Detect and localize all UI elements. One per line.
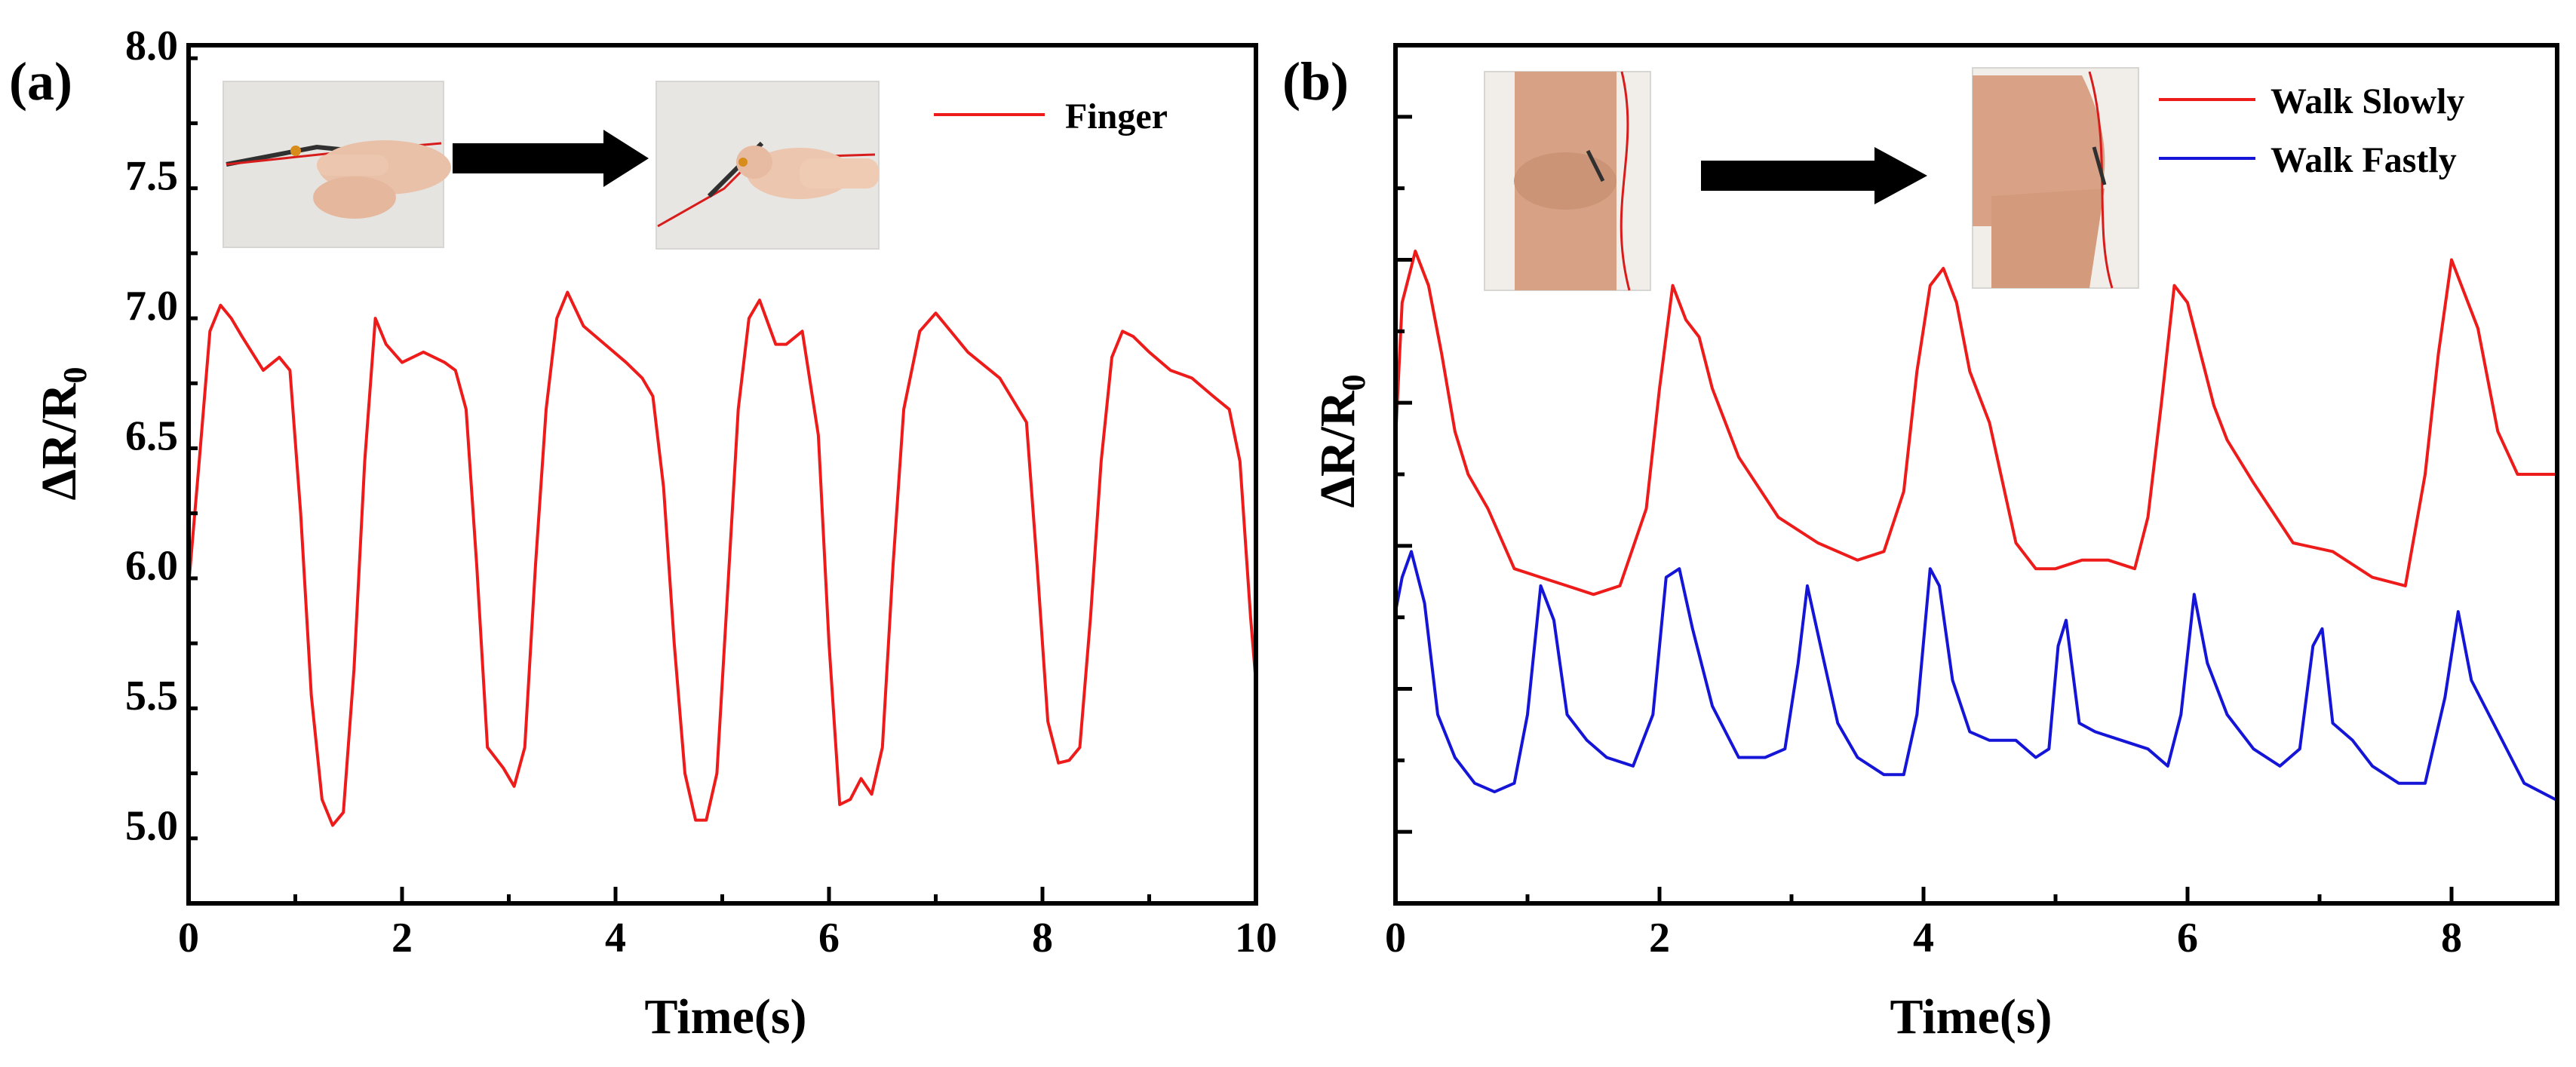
panel-b-y-title: ΔR/R0 xyxy=(1310,374,1372,507)
x-tick-label: 0 xyxy=(178,915,199,961)
arrow-b xyxy=(1701,147,1927,204)
panel-a-x-title: Time(s) xyxy=(644,989,806,1044)
panel-a-axes: 0 2 4 6 8 10 5.0 5.5 6.0 6.5 7.0 7.5 8.0 xyxy=(125,23,1277,961)
y-tick-label: 8.0 xyxy=(125,23,178,69)
panel-a-y-title-subscript: 0 xyxy=(57,366,94,383)
arrow-a xyxy=(453,130,649,187)
panel-a-chart: (a) Finger 0 2 4 6 8 105.05.56.06.57. xyxy=(9,23,1277,1044)
legend-a: Finger xyxy=(934,97,1168,136)
finger-bent-photo xyxy=(656,81,880,250)
x-tick-label: 6 xyxy=(2177,915,2198,961)
finger-series xyxy=(187,290,1257,827)
panel-b-chart: (b) Walk Slowly Walk Fastly 0 2 4 6 8 Time(s… xyxy=(1282,43,2559,1044)
y-tick-label: 6.5 xyxy=(125,412,178,459)
x-tick-label: 8 xyxy=(1032,915,1053,961)
x-tick-label: 8 xyxy=(2441,915,2462,961)
y-tick-label: 7.5 xyxy=(125,152,178,199)
y-tick-label: 5.5 xyxy=(125,673,178,719)
panel-a-y-title: ΔR/R0 xyxy=(32,366,94,500)
legend-b: Walk Slowly Walk Fastly xyxy=(2159,81,2464,180)
x-tick-label: 0 xyxy=(1385,915,1406,961)
x-tick-label: 2 xyxy=(391,915,413,961)
panel-b-y-title-subscript: 0 xyxy=(1335,374,1372,391)
x-tick-label: 6 xyxy=(818,915,840,961)
y-tick-label: 6.0 xyxy=(125,543,178,590)
y-tick-label: 7.0 xyxy=(125,283,178,330)
panel-a-label: (a) xyxy=(9,51,72,112)
x-tick-label: 4 xyxy=(605,915,626,961)
legend-label-walk-fastly: Walk Fastly xyxy=(2271,140,2457,180)
legend-label-finger: Finger xyxy=(1065,97,1168,136)
series-line-finger xyxy=(187,290,1257,827)
panel-b-label: (b) xyxy=(1282,51,1349,112)
y-tick-label: 5.0 xyxy=(125,803,178,850)
x-tick-label: 10 xyxy=(1235,915,1277,961)
finger-straight-photo xyxy=(223,81,451,248)
walk-series xyxy=(1394,250,2558,802)
knee-bent-photo xyxy=(1972,67,2139,289)
panel-b-axes: 0 2 4 6 8 xyxy=(1385,43,2559,961)
x-tick-label: 2 xyxy=(1649,915,1670,961)
knee-straight-photo xyxy=(1484,71,1651,291)
legend-label-walk-slowly: Walk Slowly xyxy=(2271,81,2464,121)
series-line-walk-fastly xyxy=(1394,550,2558,802)
x-tick-label: 4 xyxy=(1913,915,1934,961)
panel-b-x-title: Time(s) xyxy=(1890,989,2052,1044)
series-line-walk-slowly xyxy=(1394,250,2557,596)
